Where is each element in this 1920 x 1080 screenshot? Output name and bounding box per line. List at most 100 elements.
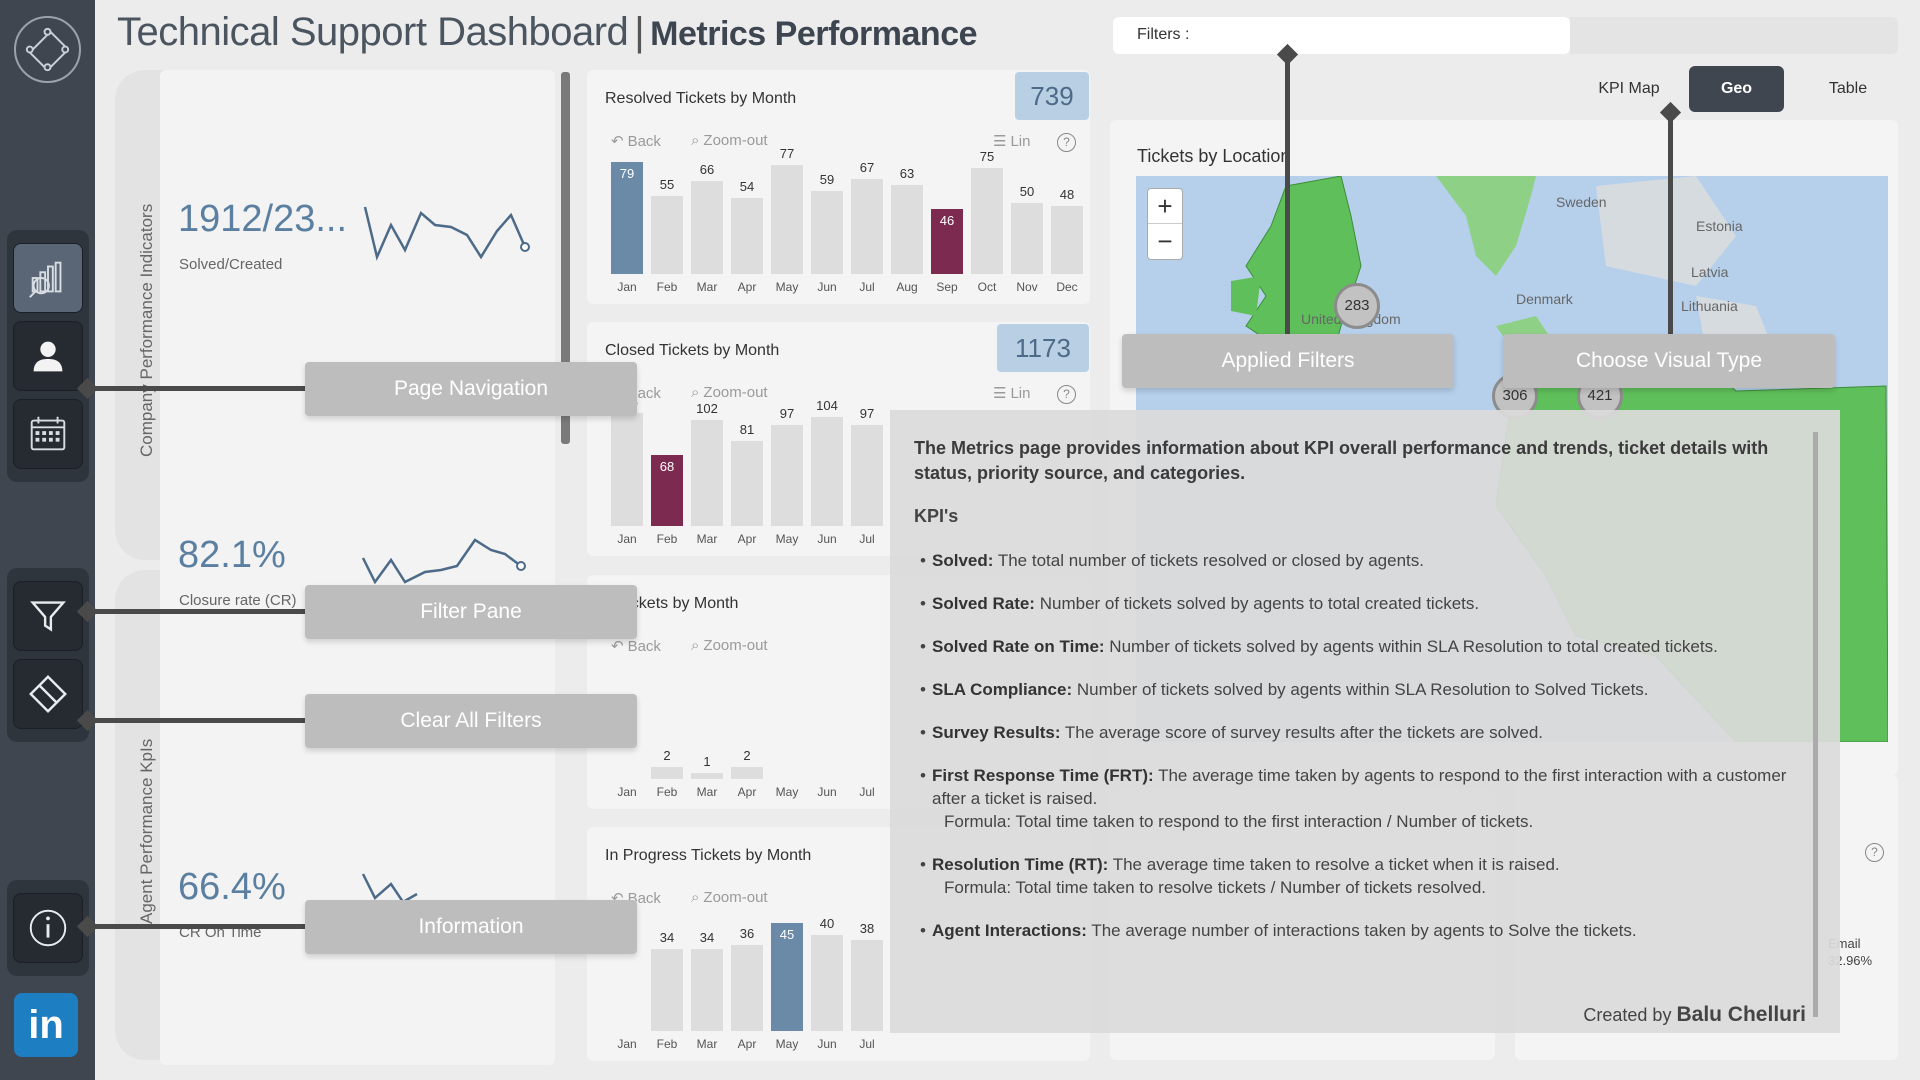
bar-mar[interactable] [691,773,723,779]
help-icon[interactable]: ? [1057,385,1076,404]
magnifier-icon: ⌕ [691,637,700,654]
nav-button-metrics[interactable] [13,243,83,313]
bar-jul[interactable] [851,179,883,274]
closure-rate-value: 82.1% [178,534,286,576]
bar-value-label: 97 [779,405,795,421]
bar-dec[interactable] [1051,206,1083,274]
bar-apr[interactable] [731,944,763,1031]
bar-value-label: 46 [939,213,955,229]
zoom-out-button[interactable]: ⌕ Zoom-out [691,384,768,401]
clear-filters-button[interactable] [13,659,83,729]
nav-button-agents[interactable] [13,321,83,391]
nav-group-pages [7,230,89,482]
bar-apr[interactable] [731,197,763,274]
bar-feb[interactable] [651,455,683,526]
bar-feb[interactable] [651,196,683,274]
month-tick-label: Feb [656,785,678,799]
bar-jun[interactable] [811,190,843,274]
nav-button-calendar[interactable] [13,399,83,469]
page-navigation-callout: Page Navigation [305,362,637,416]
bar-value-label: 2 [743,748,751,763]
back-arrow-icon: ↶ [611,638,624,655]
month-tick-label: Apr [737,785,757,799]
tab-geo[interactable]: Geo [1689,66,1784,112]
map-label-estonia: Estonia [1696,218,1743,234]
map-bubble[interactable]: 283 [1334,283,1380,329]
back-button[interactable]: ↶Back [611,637,661,656]
filters-label: Filters : [1137,26,1190,43]
month-tick-label: Feb [656,532,678,546]
applied-filters-callout: Applied Filters [1122,334,1454,388]
bar-value-label: 102 [696,400,718,416]
month-tick-label: Mar [696,280,718,294]
zoom-out-map-button[interactable]: − [1157,226,1173,256]
callout-line [87,718,307,723]
month-tick-label: May [775,532,799,546]
bar-feb[interactable] [651,767,683,779]
bar-mar[interactable] [691,419,723,526]
zoom-out-label: Zoom-out [703,637,768,654]
bar-apr[interactable] [731,767,763,779]
calendar-icon [30,416,66,451]
bar-may[interactable] [771,923,803,1031]
filter-pane-button[interactable] [13,581,83,651]
information-button[interactable] [13,893,83,963]
bar-mar[interactable] [691,949,723,1031]
solved-sparkline [363,206,530,261]
zoom-out-button[interactable]: ⌕ Zoom-out [691,637,768,654]
resolved-chart-card: Resolved Tickets by Month 739 ↶ Back ⌕ Zoo… [587,70,1090,304]
info-scrollbar[interactable] [1813,432,1818,1017]
company-kpi-label: Company Performance Indicators [137,203,156,457]
month-tick-label: Jan [617,1037,637,1051]
bar-nov[interactable] [1011,203,1043,274]
kpi-definition: Solved Rate: Number of tickets solved by… [914,592,1810,615]
applied-filters-box[interactable]: Filters : [1113,17,1570,54]
month-tick-label: Oct [977,280,997,294]
closed-bars: 108Jan68Feb102Mar81Apr97May104Jun97Jul [607,394,1087,579]
bar-jan[interactable] [611,162,643,274]
bar-value-label: 75 [979,149,995,165]
closed-total-badge: 1173 [997,324,1089,372]
clear-all-filters-callout: Clear All Filters [305,694,637,748]
bar-jun[interactable] [811,935,843,1031]
zoom-in-button[interactable]: + [1148,189,1182,224]
back-label: Back [627,132,661,150]
resolved-bars: 79 Jan 55 Feb 66 Mar 54 Apr 77 May 59 Jun 67 Jul 63 Aug… [607,146,1087,327]
bar-may[interactable] [771,165,803,274]
kpi-scrollbar[interactable] [561,72,570,444]
source-help-icon[interactable]: ? [1865,843,1884,862]
month-tick-label: Feb [656,1037,678,1051]
tab-table[interactable]: Table [1800,66,1896,112]
user-icon [33,341,63,372]
info-icon [29,909,67,947]
bar-jan[interactable] [611,413,643,526]
month-tick-label: Mar [696,785,718,799]
month-tick-label: May [775,785,799,799]
bar-apr[interactable] [731,441,763,526]
bar-jun[interactable] [811,417,843,526]
bar-may[interactable] [771,424,803,526]
bar-value-label: 40 [819,916,835,931]
help-icon[interactable]: ? [1057,133,1076,152]
bar-mar[interactable] [691,180,723,274]
zoom-out-button[interactable]: ⌕ Zoom-out [691,889,768,906]
bar-jul[interactable] [851,424,883,526]
lin-button[interactable]: ☰ Lin [993,384,1030,403]
bar-value-label: 59 [819,171,835,187]
bar-aug[interactable] [891,185,923,274]
lin-label: Lin [1010,132,1031,150]
back-button[interactable]: ↶Back [611,132,661,151]
zoom-out-button[interactable]: ⌕ Zoom-out [691,132,768,149]
month-tick-label: Feb [656,280,678,294]
bar-value-label: 38 [859,920,875,936]
bar-feb[interactable] [651,949,683,1031]
bar-value-label: 2 [663,748,671,763]
dashboard-title: Technical Support Dashboard [117,10,629,54]
bar-sep[interactable] [931,209,963,274]
bar-jul[interactable] [851,939,883,1031]
tab-kpi-map[interactable]: KPI Map [1585,66,1673,112]
linkedin-icon[interactable]: in [14,993,78,1057]
lin-button[interactable]: ☰ Lin [993,132,1031,151]
bar-value-label: 97 [859,405,875,421]
bar-oct[interactable] [971,168,1003,274]
